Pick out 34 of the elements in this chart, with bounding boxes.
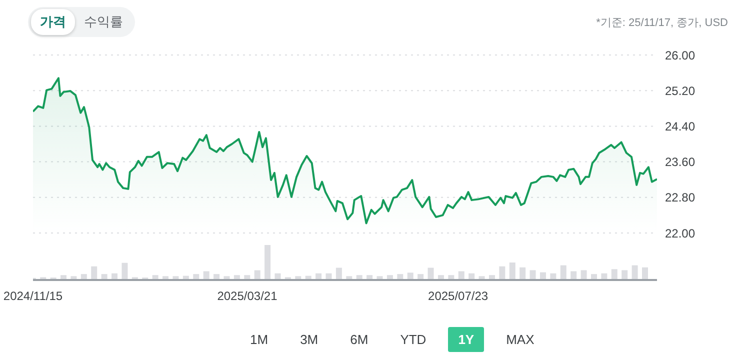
text: 6M bbox=[349, 330, 370, 348]
text: YTD bbox=[399, 330, 428, 348]
bar bbox=[530, 270, 536, 280]
x-tick-label: 2025/03/21 bbox=[217, 289, 278, 303]
bar bbox=[428, 268, 434, 280]
text: MAX bbox=[505, 330, 536, 348]
x-tick-label: 2025/07/23 bbox=[428, 289, 488, 303]
y-tick-label: 22.80 bbox=[665, 190, 696, 205]
bar bbox=[499, 266, 506, 280]
bar bbox=[254, 270, 260, 280]
bar bbox=[580, 270, 587, 280]
text: 가격 bbox=[31, 9, 75, 35]
bar bbox=[622, 270, 628, 280]
bar bbox=[91, 266, 98, 280]
bar bbox=[642, 267, 648, 280]
bar bbox=[520, 267, 526, 280]
y-tick-label: 24.40 bbox=[665, 119, 696, 134]
y-tick-label: 26.00 bbox=[665, 48, 696, 62]
y-tick-label: 23.60 bbox=[665, 155, 696, 170]
text: 1Y bbox=[448, 326, 484, 352]
bar bbox=[611, 269, 618, 280]
text: 수익률 bbox=[83, 13, 124, 31]
bar bbox=[509, 262, 516, 280]
y-tick-label: 22.00 bbox=[665, 226, 696, 240]
text: *기준: 25/11/17, 종가, USD bbox=[596, 16, 728, 30]
bar bbox=[336, 268, 342, 280]
y-tick-label: 25.20 bbox=[665, 84, 696, 98]
text: 1M bbox=[249, 330, 270, 348]
text: 3M bbox=[299, 330, 320, 348]
bar bbox=[122, 262, 128, 280]
x-tick-label: 2024/11/15 bbox=[3, 289, 63, 303]
bar bbox=[264, 245, 271, 280]
bar bbox=[560, 265, 566, 280]
bar bbox=[632, 265, 638, 280]
